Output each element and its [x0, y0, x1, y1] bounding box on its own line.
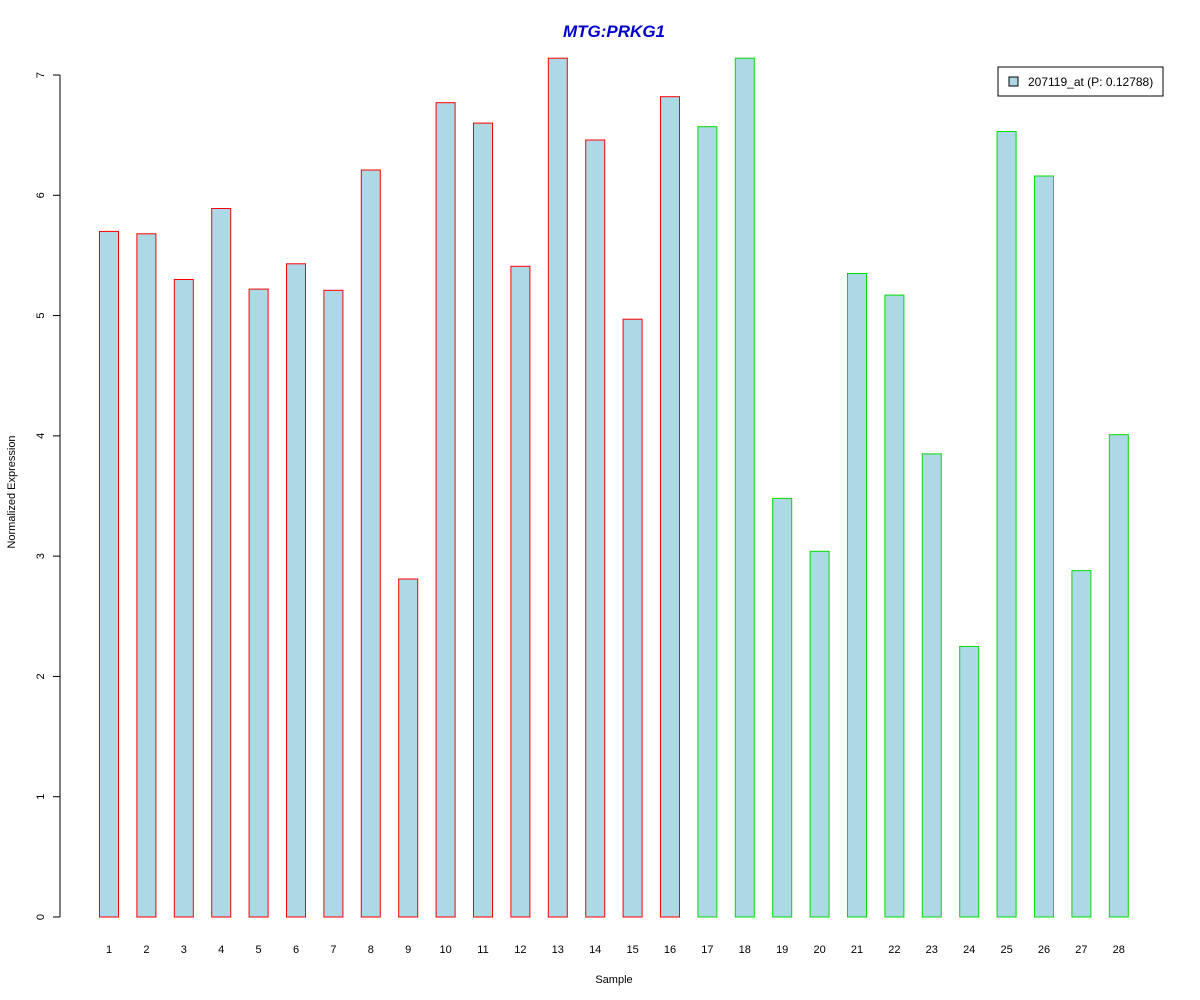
bar-sample-14 — [585, 139, 606, 918]
bar-sample-10 — [435, 102, 456, 918]
x-tick-label: 18 — [739, 944, 751, 956]
legend-box — [997, 66, 1164, 97]
bar-sample-17 — [697, 126, 718, 918]
legend-label: 207119_at (P: 0.12788) — [1028, 75, 1153, 89]
bar-sample-13 — [547, 57, 568, 918]
bar-sample-19 — [772, 497, 793, 918]
bar-sample-24 — [959, 645, 980, 918]
x-tick-label: 19 — [776, 944, 788, 956]
chart-title: MTG:PRKG1 — [563, 22, 665, 41]
x-tick-label: 5 — [256, 944, 262, 956]
bar-sample-26 — [1034, 175, 1054, 918]
x-axis-label: Sample — [595, 974, 632, 986]
x-tick-label: 23 — [926, 944, 938, 956]
y-tick-label: 5 — [35, 313, 47, 319]
x-tick-label: 4 — [218, 944, 224, 956]
x-tick-label: 9 — [405, 944, 411, 956]
x-tick-label: 28 — [1113, 944, 1125, 956]
bar-sample-7 — [323, 289, 344, 918]
x-tick-label: 14 — [589, 944, 601, 956]
legend: 207119_at (P: 0.12788) — [997, 66, 1164, 97]
bar-sample-28 — [1108, 434, 1129, 918]
bar-sample-12 — [510, 265, 531, 918]
x-tick-label: 15 — [626, 944, 638, 956]
y-tick-label: 0 — [35, 914, 47, 920]
bar-sample-6 — [286, 263, 306, 918]
x-tick-label: 2 — [143, 944, 149, 956]
x-tick-labels: 1 2 3 4 5 6 7 8 9 10 11 12 13 14 15 16 17 18 19 20 21 22 23 24 2… — [106, 944, 1125, 956]
bar-sample-21 — [847, 273, 867, 918]
bar-sample-5 — [248, 288, 269, 918]
y-tick-label: 2 — [35, 673, 47, 679]
y-tick-label: 7 — [35, 72, 47, 78]
bar-sample-11 — [473, 122, 493, 918]
x-tick-label: 13 — [552, 944, 564, 956]
bars-group — [99, 57, 1129, 918]
x-tick-label: 8 — [368, 944, 374, 956]
x-tick-label: 10 — [439, 944, 451, 956]
x-tick-label: 26 — [1038, 944, 1050, 956]
bar-sample-3 — [173, 279, 194, 918]
bar-sample-25 — [996, 131, 1017, 918]
bar-sample-23 — [921, 453, 942, 918]
x-tick-label: 11 — [477, 944, 488, 956]
y-tick-label: 4 — [35, 433, 47, 439]
x-tick-label: 7 — [330, 944, 336, 956]
x-tick-label: 24 — [963, 944, 975, 956]
bar-sample-16 — [660, 96, 680, 918]
x-tick-label: 17 — [701, 944, 713, 956]
x-tick-label: 6 — [293, 944, 299, 956]
bar-sample-15 — [622, 318, 643, 918]
bar-sample-18 — [734, 57, 755, 918]
x-tick-label: 1 — [106, 944, 112, 956]
bar-sample-20 — [809, 550, 830, 918]
x-tick-label: 25 — [1000, 944, 1012, 956]
x-tick-label: 21 — [851, 944, 863, 956]
bar-sample-8 — [360, 169, 381, 918]
x-tick-label: 3 — [181, 944, 187, 956]
bar-sample-4 — [211, 208, 232, 918]
bar-sample-27 — [1071, 570, 1092, 918]
y-axis-label: Normalized Expression — [6, 435, 18, 548]
y-tick-label: 6 — [35, 192, 47, 198]
legend-swatch — [1008, 76, 1019, 87]
bar-sample-1 — [99, 230, 119, 918]
bar-sample-22 — [884, 294, 905, 918]
bar-sample-9 — [398, 578, 419, 918]
y-axis: 0 1 2 3 4 5 6 7 — [35, 72, 61, 920]
bar-sample-2 — [136, 233, 157, 918]
x-tick-label: 20 — [813, 944, 825, 956]
y-tick-label: 3 — [35, 553, 47, 559]
x-tick-label: 27 — [1075, 944, 1087, 956]
x-tick-label: 22 — [888, 944, 900, 956]
y-tick-label: 1 — [35, 794, 47, 800]
x-tick-label: 12 — [514, 944, 526, 956]
x-tick-label: 16 — [664, 944, 676, 956]
